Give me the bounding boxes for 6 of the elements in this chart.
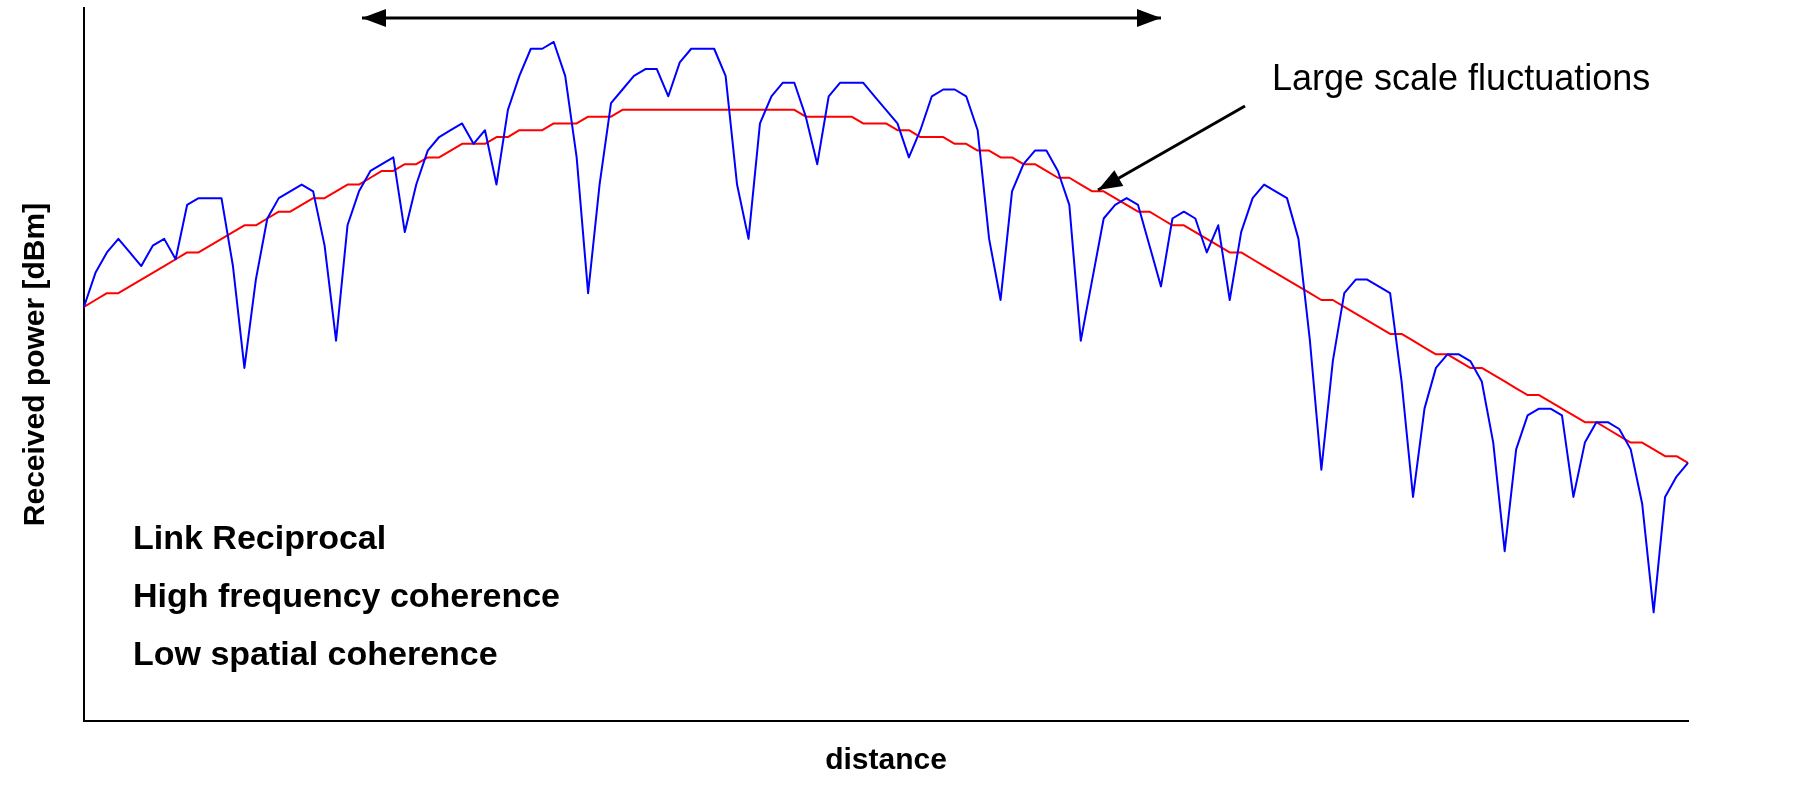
- annotation: High frequency coherence: [133, 576, 561, 614]
- x-axis-title: distance: [825, 742, 947, 776]
- annotation: Large scale fluctuations: [1272, 57, 1651, 98]
- annotation: Low spatial coherence: [133, 634, 498, 672]
- annotation: Link Reciprocal: [133, 518, 387, 556]
- y-axis-title: Received power [dBm]: [17, 202, 51, 527]
